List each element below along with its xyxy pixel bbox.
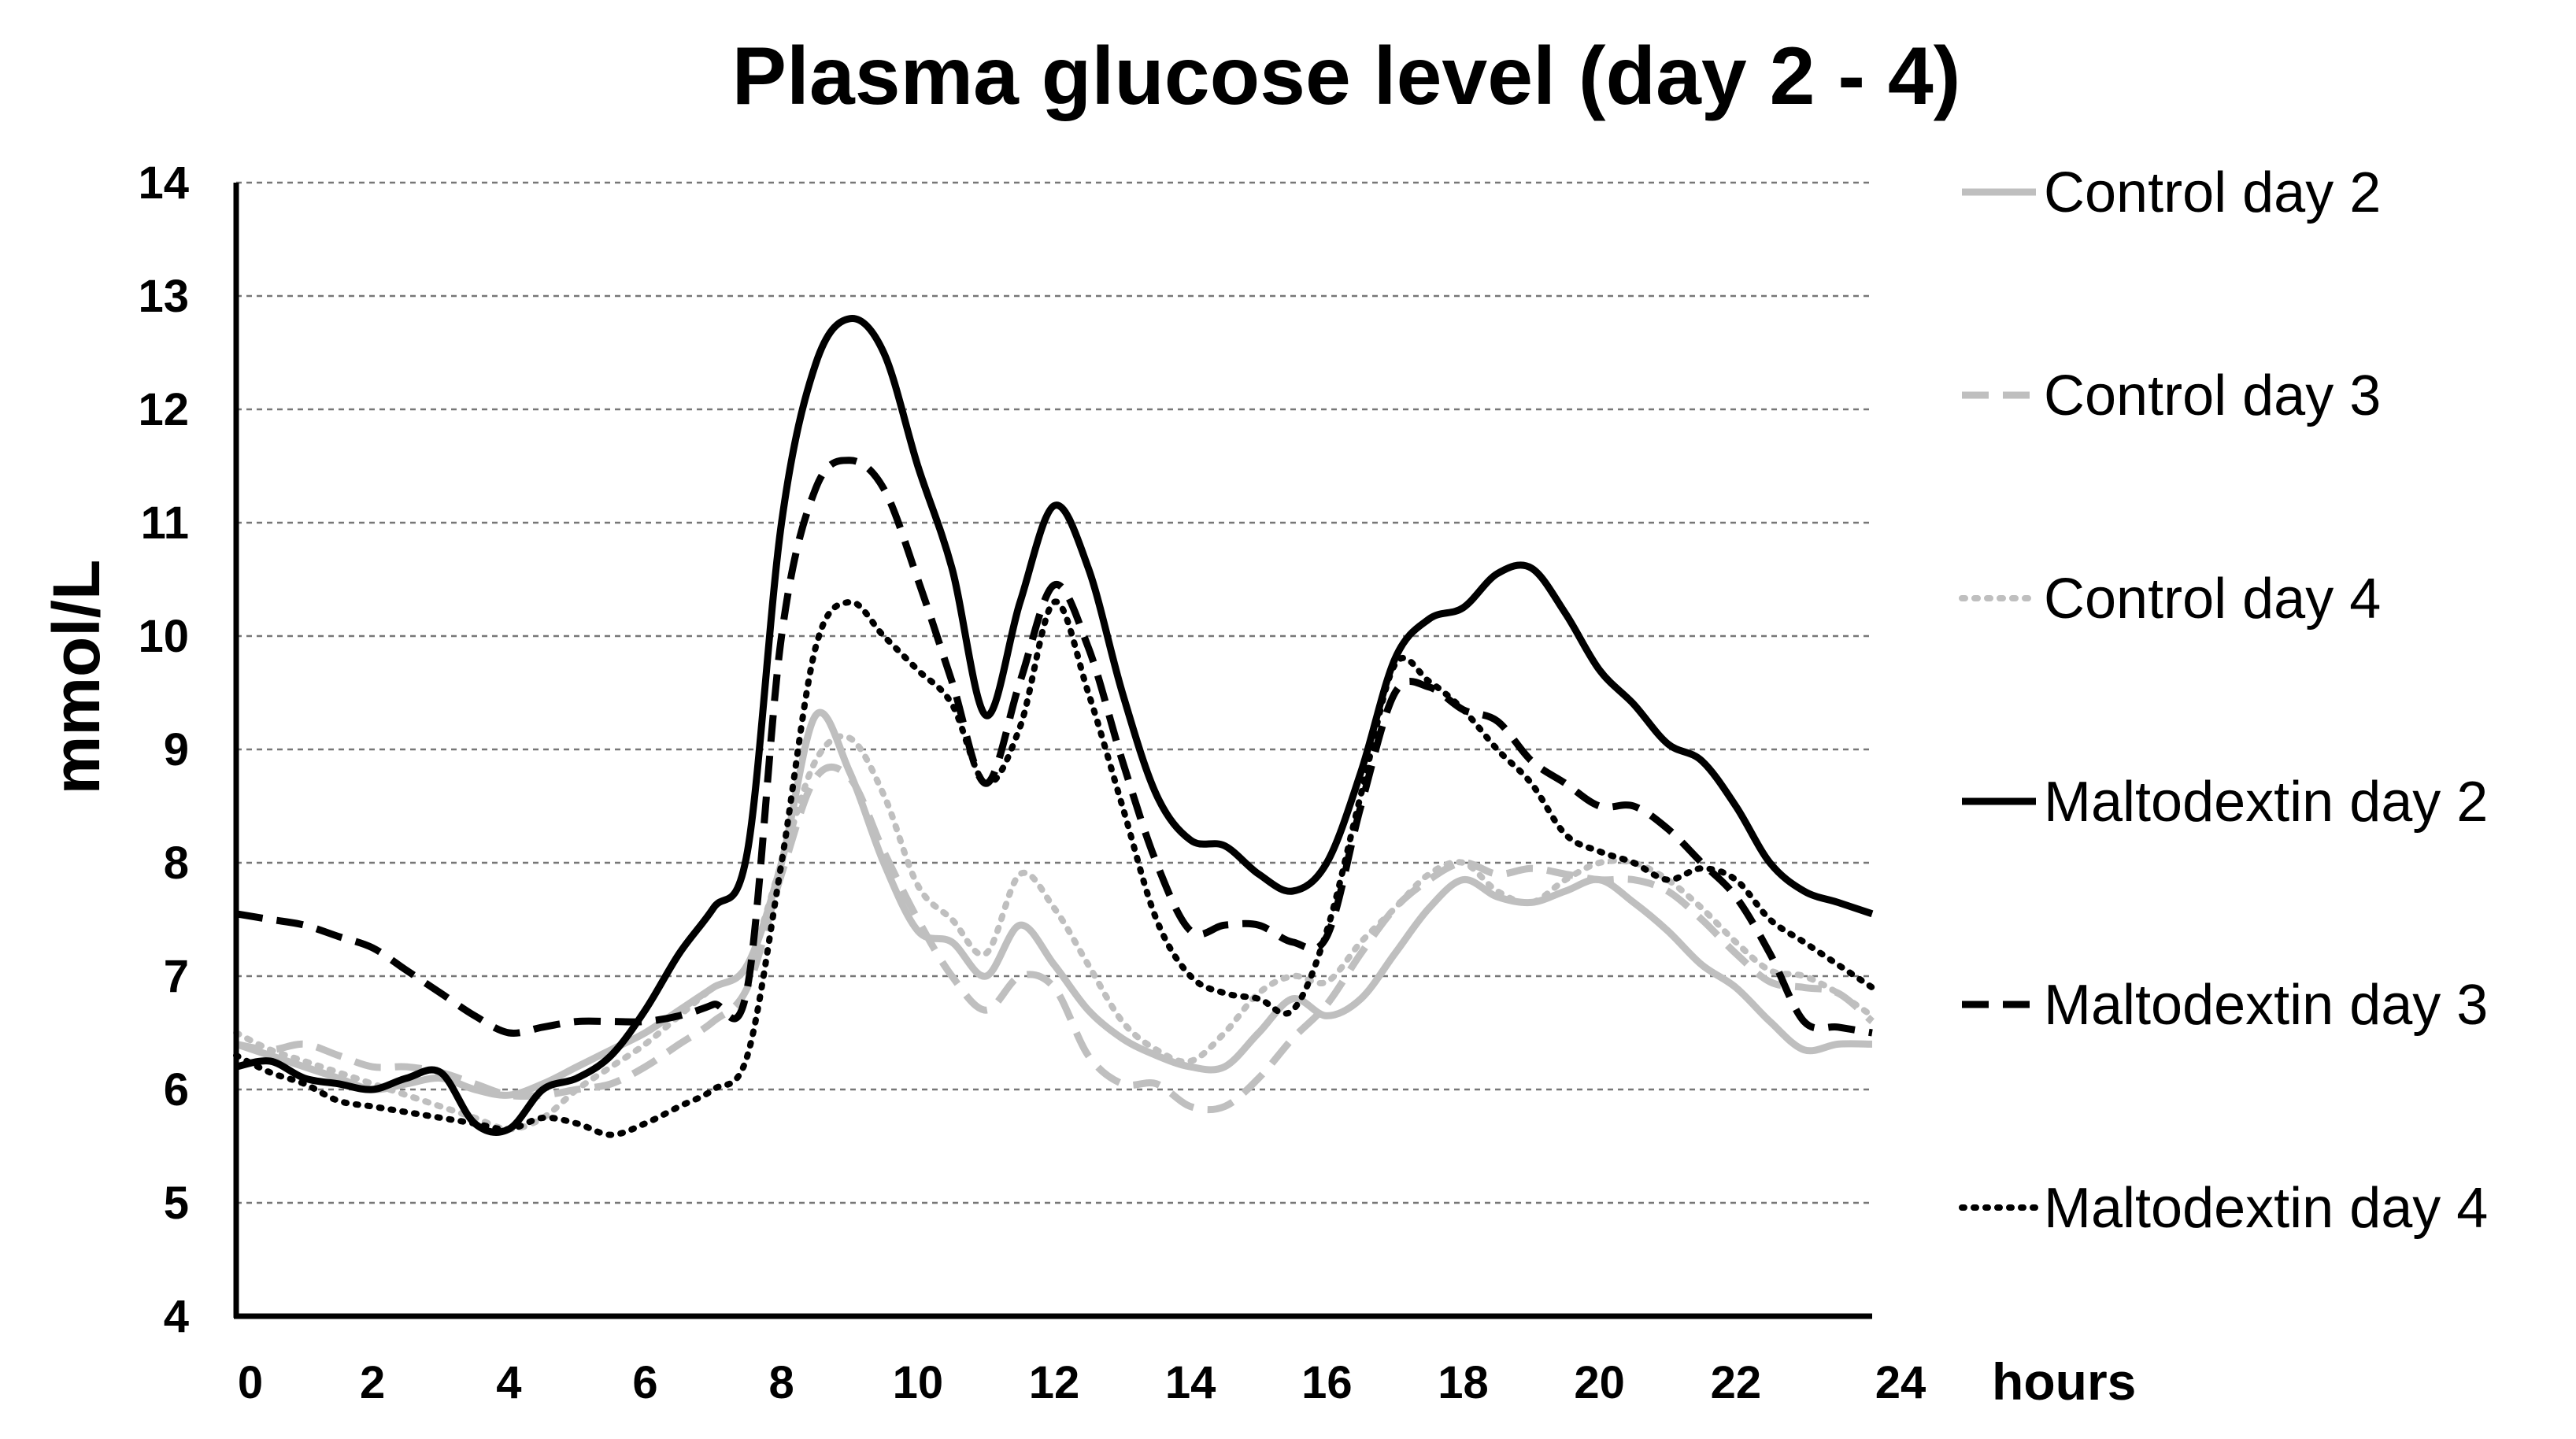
y-axis-label: mmol/L xyxy=(39,560,113,795)
x-tick-label-18: 18 xyxy=(1438,1357,1489,1408)
legend-label: Maltodextin day 4 xyxy=(2044,1177,2488,1240)
x-tick-label-12: 12 xyxy=(1029,1357,1080,1408)
legend-label: Control day 3 xyxy=(2044,364,2381,427)
x-tick-label-16: 16 xyxy=(1301,1357,1353,1408)
x-axis-label: hours xyxy=(1992,1352,2136,1411)
x-tick-label-2: 2 xyxy=(360,1357,385,1408)
y-tick-label-5: 5 xyxy=(164,1178,189,1229)
y-tick-label-10: 10 xyxy=(138,611,189,662)
y-tick-label-14: 14 xyxy=(138,157,189,209)
series-line-control-day-3 xyxy=(235,764,1875,1114)
y-tick-label-13: 13 xyxy=(138,271,189,322)
legend: Control day 2 Control day 3 Control day 4 M… xyxy=(1959,161,2488,1240)
series-lines xyxy=(233,315,1875,1138)
x-tick-label-6: 6 xyxy=(632,1357,657,1408)
legend-item-maltodextin-day-4: Maltodextin day 4 xyxy=(1959,1177,2488,1240)
x-tick-label-20: 20 xyxy=(1574,1357,1625,1408)
chart-title: Plasma glucose level (day 2 - 4) xyxy=(732,31,1961,122)
x-tick-labels: 0 2 4 6 8 10 12 14 16 18 20 22 24 xyxy=(238,1357,1926,1408)
legend-label: Maltodextin day 3 xyxy=(2044,974,2488,1037)
y-tick-label-9: 9 xyxy=(164,724,189,775)
series-line-control-day-2 xyxy=(235,708,1873,1099)
x-tick-label-10: 10 xyxy=(893,1357,944,1408)
y-tick-label-8: 8 xyxy=(164,838,189,889)
x-tick-label-14: 14 xyxy=(1165,1357,1216,1408)
y-tick-label-4: 4 xyxy=(164,1291,189,1342)
x-tick-label-24: 24 xyxy=(1875,1357,1926,1408)
x-tick-label-0: 0 xyxy=(238,1357,263,1408)
legend-label: Maltodextin day 2 xyxy=(2044,771,2488,834)
series-line-maltodextin-day-4 xyxy=(233,598,1875,1138)
x-tick-label-8: 8 xyxy=(769,1357,794,1408)
legend-label: Control day 4 xyxy=(2044,568,2381,631)
y-tick-label-7: 7 xyxy=(164,951,189,1002)
series-line-maltodextin-day-3 xyxy=(235,457,1873,1037)
series-line-maltodextin-day-2 xyxy=(235,315,1874,1136)
y-tick-label-6: 6 xyxy=(164,1064,189,1115)
axes xyxy=(233,183,1872,1319)
series-line-control-day-4 xyxy=(233,733,1875,1133)
y-tick-labels: 4 5 6 7 8 9 10 11 12 13 14 xyxy=(138,157,189,1342)
legend-item-control-day-3: Control day 3 xyxy=(1962,364,2381,427)
y-tick-label-12: 12 xyxy=(138,384,189,435)
legend-item-control-day-2: Control day 2 xyxy=(1962,161,2381,224)
legend-item-maltodextin-day-2: Maltodextin day 2 xyxy=(1962,771,2488,834)
x-tick-label-4: 4 xyxy=(496,1357,521,1408)
legend-item-control-day-4: Control day 4 xyxy=(1959,568,2381,631)
legend-label: Control day 2 xyxy=(2044,161,2381,224)
y-tick-label-11: 11 xyxy=(141,498,189,549)
legend-item-maltodextin-day-3: Maltodextin day 3 xyxy=(1962,974,2488,1037)
x-tick-label-22: 22 xyxy=(1711,1357,1762,1408)
